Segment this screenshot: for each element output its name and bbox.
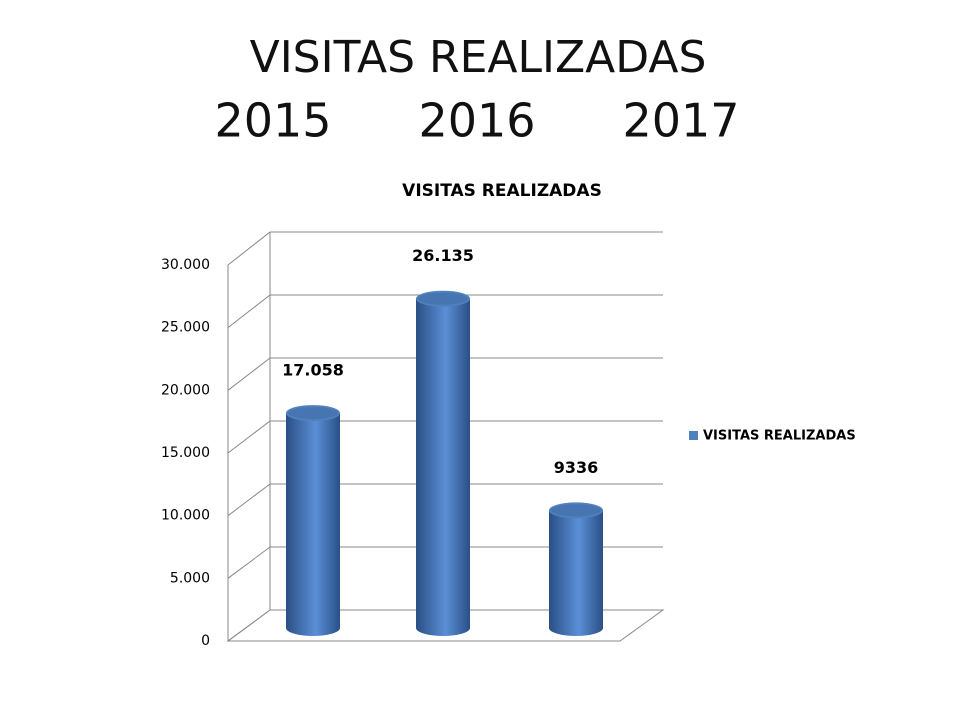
bar [416, 290, 470, 636]
grid-line [227, 483, 271, 517]
legend-swatch [689, 431, 698, 440]
y-tick-label: 15.000 [161, 445, 210, 461]
bar-part [286, 413, 340, 636]
bar [549, 502, 603, 636]
slide-title: VISITAS REALIZADAS [250, 32, 707, 83]
data-label: 9336 [554, 458, 599, 477]
grid-line [227, 546, 271, 579]
y-tick-label: 25.000 [161, 320, 210, 336]
chart-title: VISITAS REALIZADAS [402, 181, 602, 201]
bar [286, 405, 340, 636]
year: 2015 [214, 94, 331, 148]
bar-part [416, 298, 470, 636]
bar-part [549, 510, 603, 636]
y-tick-label: 0 [201, 633, 210, 649]
data-label: 26.135 [412, 246, 474, 265]
year: 2017 [622, 94, 739, 148]
grid-line [227, 357, 271, 391]
legend-label: VISITAS REALIZADAS [703, 429, 856, 444]
bar-part [288, 407, 338, 420]
year: 2016 [418, 94, 535, 148]
grid-line [227, 420, 271, 454]
y-tick-label: 10.000 [161, 508, 210, 524]
grid-line [227, 231, 271, 266]
bar-part [418, 292, 468, 305]
bar-part [551, 504, 601, 517]
grid-line [227, 609, 271, 642]
y-tick-label: 5.000 [170, 570, 210, 586]
y-tick-label: 20.000 [161, 382, 210, 398]
y-tick-label: 30.000 [161, 257, 210, 273]
grid-line [227, 294, 271, 329]
data-label: 17.058 [282, 361, 344, 380]
